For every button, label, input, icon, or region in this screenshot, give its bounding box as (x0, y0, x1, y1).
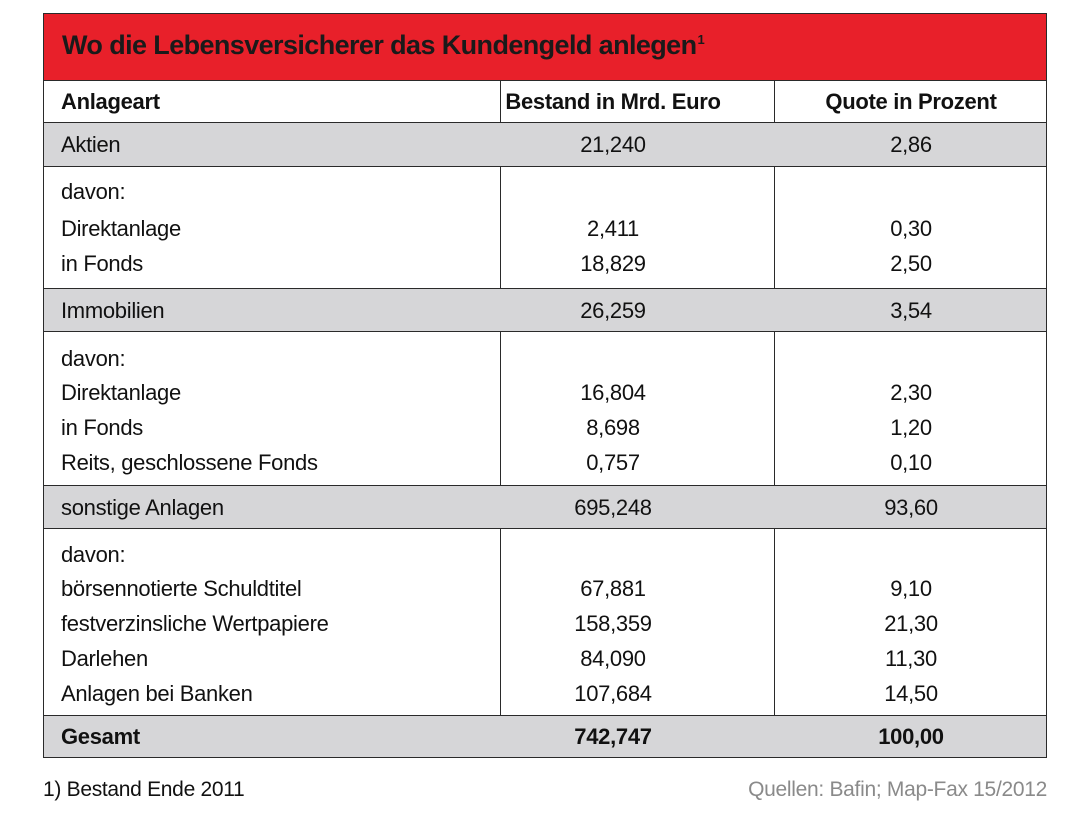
total-row: Gesamt 742,747 100,00 (44, 716, 1046, 757)
row-label: Aktien (61, 132, 121, 157)
column-divider-2 (774, 81, 775, 757)
row-bestand: 84,090 (580, 646, 646, 671)
row-bestand: 16,804 (580, 380, 646, 405)
row-bestand: 107,684 (574, 681, 652, 706)
table-row-group: davon: Direktanlage 16,804 2,30 in Fonds… (44, 332, 1046, 486)
row-label: Direktanlage (61, 216, 181, 241)
title-bar: Wo die Lebensversicherer das Kundengeld … (44, 14, 1046, 81)
total-label: Gesamt (61, 724, 140, 749)
row-quote: 2,30 (890, 380, 932, 405)
table-row: Aktien 21,240 2,86 (44, 123, 1046, 167)
row-bestand: 158,359 (574, 611, 652, 636)
footnote: 1) Bestand Ende 2011 (43, 778, 245, 801)
row-bestand: 21,240 (580, 132, 646, 157)
row-label: in Fonds (61, 251, 143, 276)
title-footnote-mark: 1 (697, 32, 705, 47)
row-label: Reits, geschlossene Fonds (61, 450, 318, 475)
row-label: davon: (61, 179, 126, 204)
header-row: Anlageart Bestand in Mrd. Euro Quote in … (44, 81, 1046, 123)
table-row-group: davon: Direktanlage 2,411 0,30 in Fonds … (44, 167, 1046, 289)
row-quote: 3,54 (890, 298, 932, 323)
row-label: Immobilien (61, 298, 165, 323)
row-quote: 21,30 (884, 611, 938, 636)
table-row: Immobilien 26,259 3,54 (44, 289, 1046, 332)
row-label: Anlagen bei Banken (61, 681, 253, 706)
investment-table: Wo die Lebensversicherer das Kundengeld … (43, 13, 1047, 758)
source-credit: Quellen: Bafin; Map-Fax 15/2012 (748, 778, 1047, 801)
header-quote: Quote in Prozent (825, 89, 997, 114)
row-quote: 1,20 (890, 415, 932, 440)
total-quote: 100,00 (878, 724, 944, 749)
row-label: sonstige Anlagen (61, 495, 224, 520)
row-label: davon: (61, 346, 126, 371)
row-quote: 0,30 (890, 216, 932, 241)
row-label: festverzinsliche Wertpapiere (61, 611, 329, 636)
row-bestand: 8,698 (586, 415, 640, 440)
header-bestand: Bestand in Mrd. Euro (505, 89, 721, 114)
row-bestand: 695,248 (574, 495, 652, 520)
row-label: Direktanlage (61, 380, 181, 405)
row-bestand: 0,757 (586, 450, 640, 475)
table-row-group: davon: börsennotierte Schuldtitel 67,881… (44, 529, 1046, 716)
table-row: sonstige Anlagen 695,248 93,60 (44, 486, 1046, 529)
row-quote: 11,30 (885, 646, 937, 671)
column-divider-1 (500, 81, 501, 757)
row-label: davon: (61, 542, 126, 567)
row-bestand: 26,259 (580, 298, 646, 323)
header-anlageart: Anlageart (61, 89, 160, 114)
row-bestand: 67,881 (580, 576, 646, 601)
row-bestand: 2,411 (587, 216, 639, 241)
row-quote: 9,10 (890, 576, 932, 601)
row-quote: 2,50 (890, 251, 932, 276)
row-bestand: 18,829 (580, 251, 646, 276)
row-quote: 0,10 (890, 450, 932, 475)
row-label: börsennotierte Schuldtitel (61, 576, 302, 601)
row-label: Darlehen (61, 646, 148, 671)
row-quote: 93,60 (884, 495, 938, 520)
row-quote: 14,50 (884, 681, 938, 706)
row-quote: 2,86 (890, 132, 932, 157)
total-bestand: 742,747 (574, 724, 652, 749)
table-title-text: Wo die Lebensversicherer das Kundengeld … (62, 30, 697, 60)
row-label: in Fonds (61, 415, 143, 440)
table-title: Wo die Lebensversicherer das Kundengeld … (62, 30, 705, 61)
